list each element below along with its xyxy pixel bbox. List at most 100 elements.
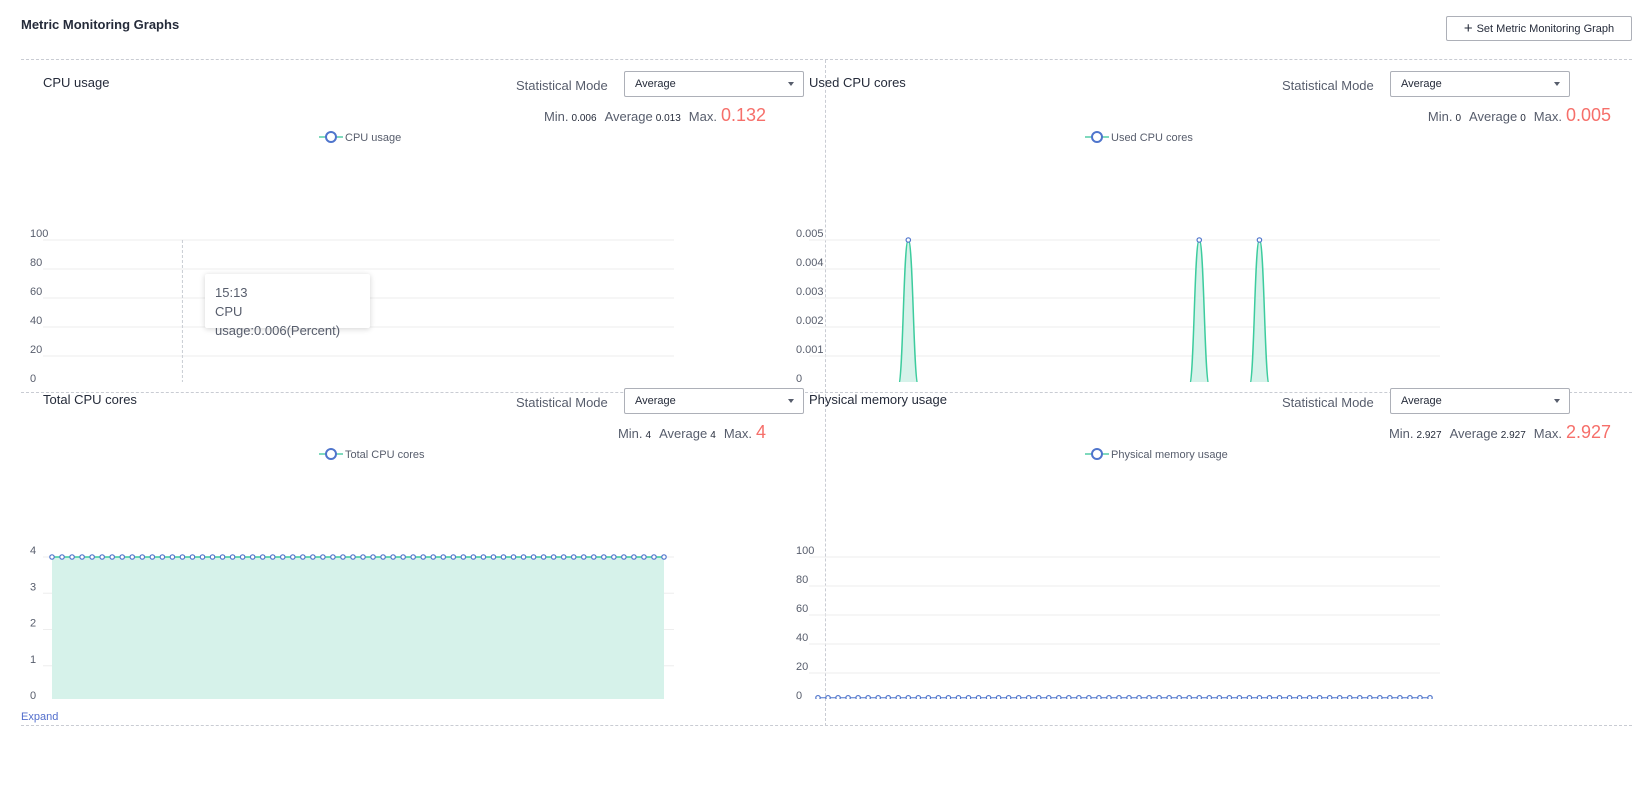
data-point[interactable] — [370, 554, 376, 560]
data-point[interactable] — [661, 554, 667, 560]
data-point[interactable] — [1186, 694, 1193, 699]
data-point[interactable] — [825, 694, 831, 699]
data-point[interactable] — [550, 554, 557, 560]
data-point[interactable] — [69, 554, 75, 560]
data-point[interactable] — [109, 554, 115, 560]
data-point[interactable] — [560, 554, 567, 560]
data-point[interactable] — [1025, 694, 1032, 699]
data-point[interactable] — [310, 554, 316, 560]
data-point[interactable] — [975, 694, 982, 699]
data-point[interactable] — [1316, 694, 1323, 699]
data-point[interactable] — [89, 554, 95, 560]
data-point[interactable] — [875, 694, 881, 699]
data-point[interactable] — [1206, 694, 1213, 699]
data-point[interactable] — [1146, 694, 1152, 699]
data-point[interactable] — [641, 554, 647, 560]
data-point[interactable] — [905, 694, 912, 699]
data-point[interactable] — [895, 694, 902, 699]
data-point[interactable] — [1166, 694, 1172, 699]
expand-link[interactable]: Expand — [21, 711, 59, 723]
data-point[interactable] — [259, 554, 266, 560]
data-point[interactable] — [99, 554, 105, 560]
data-point[interactable] — [945, 694, 952, 699]
data-point[interactable] — [279, 554, 286, 560]
data-point[interactable] — [1005, 694, 1012, 699]
data-point[interactable] — [1196, 237, 1203, 243]
data-point[interactable] — [1126, 694, 1132, 699]
data-point[interactable] — [179, 554, 186, 560]
data-point[interactable] — [450, 554, 457, 560]
chart-legend[interactable]: CPU usage — [319, 131, 401, 144]
data-point[interactable] — [1246, 694, 1253, 699]
data-point[interactable] — [159, 554, 166, 560]
data-point[interactable] — [119, 554, 126, 560]
data-point[interactable] — [905, 237, 912, 243]
data-point[interactable] — [1336, 694, 1343, 699]
data-point[interactable] — [400, 554, 406, 560]
data-point[interactable] — [1116, 694, 1122, 699]
data-point[interactable] — [651, 554, 657, 560]
data-point[interactable] — [1045, 694, 1052, 699]
data-point[interactable] — [965, 694, 972, 699]
data-point[interactable] — [169, 554, 176, 560]
chart-legend[interactable]: Physical memory usage — [1085, 448, 1228, 461]
data-point[interactable] — [510, 554, 517, 560]
data-point[interactable] — [390, 554, 396, 560]
data-point[interactable] — [530, 554, 537, 560]
data-point[interactable] — [1156, 694, 1162, 699]
data-point[interactable] — [340, 554, 346, 560]
data-point[interactable] — [300, 554, 306, 560]
data-point[interactable] — [1176, 694, 1182, 699]
data-point[interactable] — [1417, 694, 1423, 699]
statistical-mode-select[interactable]: Average — [1390, 71, 1570, 97]
data-point[interactable] — [470, 554, 477, 560]
data-point[interactable] — [430, 554, 437, 560]
data-point[interactable] — [520, 554, 527, 560]
data-point[interactable] — [440, 554, 447, 560]
data-point[interactable] — [199, 554, 206, 560]
data-point[interactable] — [611, 554, 617, 560]
data-point[interactable] — [1216, 694, 1223, 699]
set-metric-monitoring-graph-button[interactable]: + Set Metric Monitoring Graph — [1446, 16, 1632, 41]
data-point[interactable] — [955, 694, 962, 699]
data-point[interactable] — [420, 554, 427, 560]
data-point[interactable] — [1226, 694, 1233, 699]
data-point[interactable] — [540, 554, 547, 560]
data-point[interactable] — [1427, 694, 1433, 699]
data-point[interactable] — [1136, 694, 1142, 699]
data-point[interactable] — [815, 694, 821, 699]
data-point[interactable] — [1096, 694, 1102, 699]
data-point[interactable] — [1286, 694, 1293, 699]
data-point[interactable] — [249, 554, 256, 560]
data-point[interactable] — [239, 554, 246, 560]
data-point[interactable] — [631, 554, 637, 560]
data-point[interactable] — [865, 694, 871, 699]
data-point[interactable] — [1015, 694, 1022, 699]
data-point[interactable] — [885, 694, 892, 699]
data-point[interactable] — [139, 554, 146, 560]
data-point[interactable] — [1266, 694, 1273, 699]
data-point[interactable] — [1326, 694, 1333, 699]
data-point[interactable] — [490, 554, 497, 560]
data-point[interactable] — [209, 554, 216, 560]
data-point[interactable] — [380, 554, 386, 560]
data-point[interactable] — [1387, 694, 1393, 699]
data-point[interactable] — [360, 554, 366, 560]
data-point[interactable] — [915, 694, 922, 699]
data-point[interactable] — [79, 554, 85, 560]
data-point[interactable] — [621, 554, 627, 560]
data-point[interactable] — [1086, 694, 1092, 699]
data-point[interactable] — [149, 554, 156, 560]
data-point[interactable] — [1346, 694, 1353, 699]
data-point[interactable] — [460, 554, 467, 560]
data-point[interactable] — [1407, 694, 1413, 699]
data-point[interactable] — [590, 554, 597, 560]
data-point[interactable] — [1106, 694, 1112, 699]
data-point[interactable] — [350, 554, 356, 560]
chart-legend[interactable]: Used CPU cores — [1085, 131, 1193, 144]
data-point[interactable] — [1356, 694, 1363, 699]
data-point[interactable] — [1196, 694, 1203, 699]
statistical-mode-select[interactable]: Average — [624, 71, 804, 97]
data-point[interactable] — [835, 694, 841, 699]
data-point[interactable] — [480, 554, 487, 560]
